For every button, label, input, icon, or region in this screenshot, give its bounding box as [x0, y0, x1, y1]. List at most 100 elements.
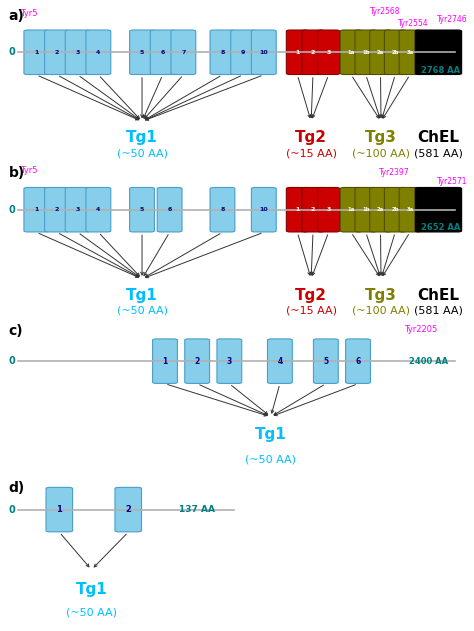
FancyBboxPatch shape [86, 187, 111, 232]
FancyBboxPatch shape [318, 30, 340, 74]
FancyBboxPatch shape [355, 187, 377, 232]
Text: a): a) [9, 9, 25, 23]
FancyBboxPatch shape [355, 30, 377, 74]
Text: 5: 5 [140, 207, 144, 212]
FancyBboxPatch shape [45, 30, 69, 74]
FancyBboxPatch shape [399, 30, 421, 74]
FancyBboxPatch shape [157, 187, 182, 232]
Text: Tg1: Tg1 [126, 131, 158, 145]
Text: 3: 3 [75, 207, 80, 212]
FancyBboxPatch shape [302, 187, 324, 232]
Text: (~100 AA): (~100 AA) [352, 306, 410, 316]
FancyBboxPatch shape [251, 187, 276, 232]
FancyBboxPatch shape [129, 187, 155, 232]
Text: 4: 4 [96, 207, 100, 212]
Text: 6: 6 [161, 50, 165, 55]
Text: 3: 3 [75, 50, 80, 55]
FancyBboxPatch shape [384, 187, 406, 232]
Text: 1b: 1b [362, 207, 370, 212]
FancyBboxPatch shape [46, 487, 73, 532]
Text: 8: 8 [220, 50, 225, 55]
Text: 3: 3 [327, 50, 331, 55]
FancyBboxPatch shape [340, 30, 362, 74]
Text: c): c) [9, 324, 23, 338]
Text: Tyr5: Tyr5 [20, 166, 38, 175]
FancyBboxPatch shape [318, 187, 340, 232]
Text: 0: 0 [9, 505, 16, 515]
Text: Tg1: Tg1 [76, 582, 107, 597]
FancyBboxPatch shape [185, 339, 210, 384]
Text: 1: 1 [295, 207, 300, 212]
Text: Tyr2746: Tyr2746 [437, 15, 467, 24]
Text: (~15 AA): (~15 AA) [286, 306, 337, 316]
FancyBboxPatch shape [45, 187, 69, 232]
Text: 2400 AA: 2400 AA [409, 357, 447, 365]
Text: 2: 2 [194, 357, 200, 365]
FancyBboxPatch shape [210, 187, 235, 232]
Text: Tg1: Tg1 [255, 427, 287, 442]
Text: 7: 7 [181, 50, 186, 55]
Text: 5: 5 [323, 357, 328, 365]
Text: (~15 AA): (~15 AA) [286, 148, 337, 158]
Text: Tyr2571: Tyr2571 [437, 177, 467, 186]
Text: 1b: 1b [362, 50, 370, 55]
Text: 1: 1 [56, 505, 62, 514]
Text: 2768 AA: 2768 AA [421, 66, 461, 75]
FancyBboxPatch shape [171, 30, 196, 74]
FancyBboxPatch shape [153, 339, 177, 384]
Text: 2: 2 [55, 207, 59, 212]
Text: Tg1: Tg1 [126, 288, 158, 303]
FancyBboxPatch shape [313, 339, 338, 384]
FancyBboxPatch shape [65, 187, 90, 232]
Text: (~50 AA): (~50 AA) [66, 607, 117, 617]
FancyBboxPatch shape [415, 30, 462, 74]
Text: 2: 2 [125, 505, 131, 514]
FancyBboxPatch shape [210, 30, 235, 74]
Text: 5: 5 [140, 50, 144, 55]
Text: 4: 4 [277, 357, 283, 365]
FancyBboxPatch shape [399, 187, 421, 232]
Text: 3: 3 [227, 357, 232, 365]
Text: 1: 1 [34, 50, 38, 55]
FancyBboxPatch shape [415, 187, 462, 232]
Text: 3a: 3a [406, 207, 413, 212]
Text: 0: 0 [9, 204, 16, 215]
FancyBboxPatch shape [286, 30, 309, 74]
FancyBboxPatch shape [267, 339, 292, 384]
Text: (~50 AA): (~50 AA) [245, 454, 296, 464]
Text: 10: 10 [259, 50, 268, 55]
Text: 6: 6 [167, 207, 172, 212]
Text: Tg3: Tg3 [365, 288, 397, 303]
Text: Tg2: Tg2 [295, 131, 327, 145]
Text: 9: 9 [241, 50, 246, 55]
Text: Tyr2205: Tyr2205 [404, 325, 437, 334]
Text: Tyr2554: Tyr2554 [398, 19, 428, 28]
Text: 1a: 1a [347, 207, 355, 212]
FancyBboxPatch shape [384, 30, 406, 74]
Text: (~100 AA): (~100 AA) [352, 148, 410, 158]
Text: Tg3: Tg3 [365, 131, 397, 145]
Text: Tyr2568: Tyr2568 [370, 7, 401, 16]
Text: Tg2: Tg2 [295, 288, 327, 303]
FancyBboxPatch shape [150, 30, 175, 74]
Text: (581 AA): (581 AA) [414, 148, 463, 158]
Text: 2b: 2b [392, 207, 399, 212]
Text: (581 AA): (581 AA) [414, 306, 463, 316]
Text: 2a: 2a [377, 50, 384, 55]
Text: 8: 8 [220, 207, 225, 212]
Text: 1: 1 [163, 357, 168, 365]
FancyBboxPatch shape [370, 187, 392, 232]
Text: 2652 AA: 2652 AA [421, 223, 461, 232]
Text: 1: 1 [34, 207, 38, 212]
Text: 2: 2 [311, 207, 315, 212]
Text: 1a: 1a [347, 50, 355, 55]
Text: ChEL: ChEL [418, 131, 459, 145]
Text: (~50 AA): (~50 AA) [117, 148, 167, 158]
Text: 137 AA: 137 AA [179, 505, 215, 514]
FancyBboxPatch shape [346, 339, 370, 384]
FancyBboxPatch shape [24, 30, 49, 74]
Text: 0: 0 [9, 356, 16, 366]
Text: ChEL: ChEL [418, 288, 459, 303]
Text: 2: 2 [55, 50, 59, 55]
FancyBboxPatch shape [340, 187, 362, 232]
